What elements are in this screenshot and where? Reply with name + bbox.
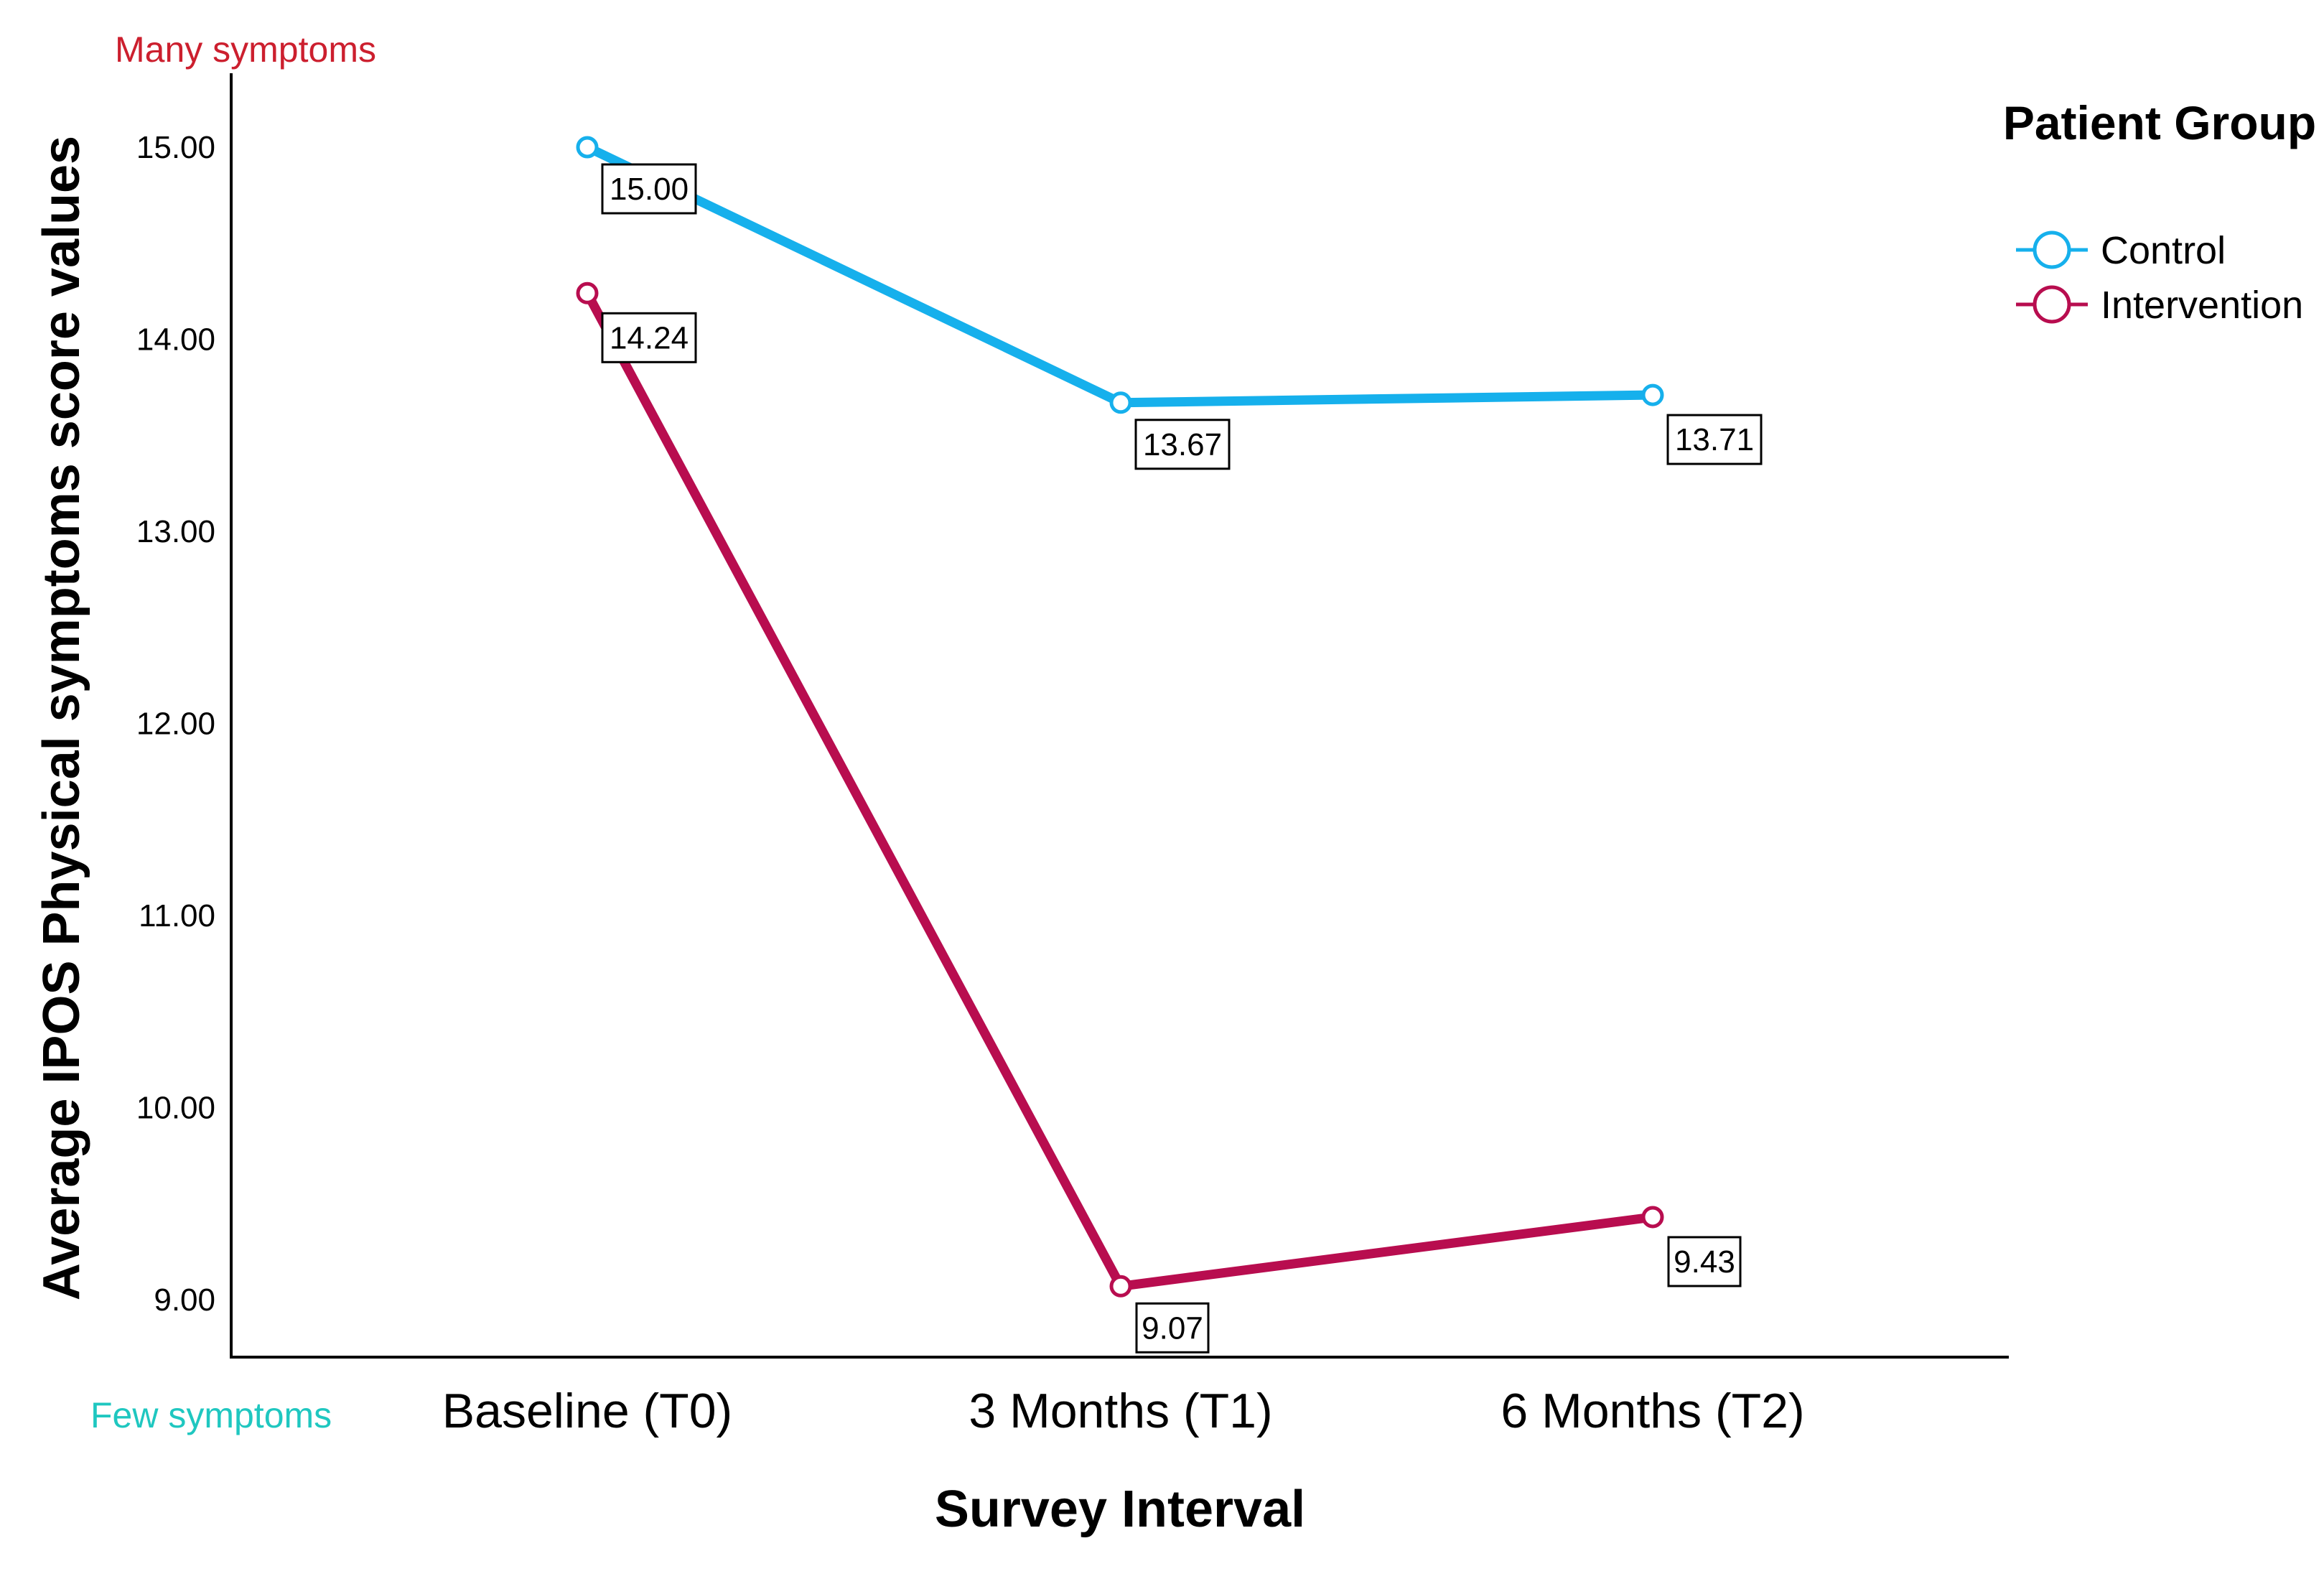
x-axis-title: Survey Interval [935,1481,1305,1538]
data-label-text: 14.24 [610,320,689,355]
x-tick-label: Baseline (T0) [442,1384,732,1438]
y-tick-label: 12.00 [136,707,215,742]
data-point-intervention [1109,1275,1132,1298]
y-tick-label: 13.00 [136,514,215,549]
data-label: 14.24 [601,312,697,363]
x-tick-label: 6 Months (T2) [1501,1384,1804,1438]
data-label: 13.67 [1134,419,1231,470]
data-point-intervention [576,281,599,304]
series-line-control [582,142,1658,408]
y-tick-label: 14.00 [136,322,215,358]
data-label-text: 9.43 [1674,1244,1735,1280]
legend-items: Control Intervention [2016,229,2303,327]
y-tick-label: 9.00 [154,1282,215,1318]
data-point-control [1109,391,1132,414]
x-tick-label: 3 Months (T1) [969,1384,1272,1438]
legend-swatch-marker [2033,285,2071,324]
data-label: 15.00 [601,163,697,215]
data-point-control [576,136,599,159]
legend: Patient Group Control Intervention [2003,96,2316,327]
legend-item-control: Control [2016,229,2226,272]
data-label: 9.07 [1135,1302,1210,1354]
data-label: 13.71 [1666,414,1763,465]
data-label-text: 13.67 [1143,427,1222,462]
legend-title: Patient Group [2003,96,2316,149]
few-symptoms-annotation: Few symptoms [90,1395,332,1435]
data-label-box [1667,1236,1742,1287]
y-tick-label: 11.00 [139,898,215,933]
data-label-box [601,312,697,363]
data-point-intervention [1641,1206,1664,1229]
legend-label: Intervention [2101,284,2303,327]
y-axis-title: Average IPOS Physical symptoms score val… [33,136,90,1300]
data-labels: 15.00 13.67 13.71 14.24 9.07 9.43 [601,163,1763,1354]
data-point-control [1641,383,1664,406]
data-label-box [1666,414,1763,465]
data-label-box [601,163,697,215]
data-label-text: 9.07 [1142,1310,1203,1346]
data-label-box [1134,419,1231,470]
series-line-intervention [582,288,1658,1291]
legend-swatch-marker [2033,230,2071,269]
x-ticks: Baseline (T0) 3 Months (T1) 6 Months (T2) [442,1384,1805,1438]
legend-label: Control [2101,229,2226,272]
data-label-text: 13.71 [1675,422,1754,457]
data-label-text: 15.00 [610,172,689,207]
data-label-box [1135,1302,1210,1354]
y-ticks: 9.00 10.00 11.00 12.00 13.00 14.00 15.00 [136,130,215,1318]
y-tick-label: 15.00 [136,130,215,165]
legend-item-intervention: Intervention [2016,284,2303,327]
data-label: 9.43 [1667,1236,1742,1287]
series-lines [576,136,1664,1298]
y-tick-label: 10.00 [136,1091,215,1126]
many-symptoms-annotation: Many symptoms [115,29,376,70]
